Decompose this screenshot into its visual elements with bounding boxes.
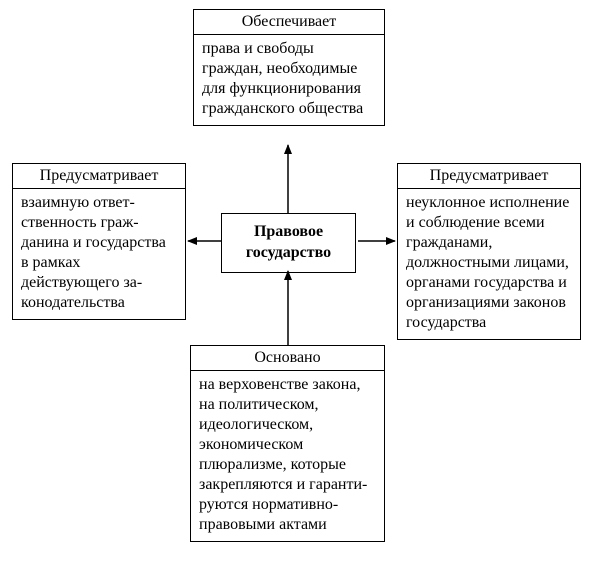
left-box-header: Предусматривает [13, 164, 185, 189]
bottom-box-header: Основано [191, 346, 384, 371]
left-box: Предусматривает взаимную ответ­ственност… [12, 163, 186, 320]
right-box-body: неуклонное испол­нение и соблюдение всем… [398, 189, 580, 339]
right-box: Предусматривает неуклонное испол­нение и… [397, 163, 581, 340]
top-box: Обеспечивает права и свободы граждан, не… [193, 9, 385, 126]
center-box: Правовое государство [221, 213, 356, 273]
top-box-body: права и свободы граждан, необходи­мые дл… [194, 35, 384, 125]
bottom-box-body: на верховенстве за­кона, на политичес­ко… [191, 371, 384, 541]
right-box-header: Предусматривает [398, 164, 580, 189]
bottom-box: Основано на верховенстве за­кона, на пол… [190, 345, 385, 542]
center-label-line1: Правовое [254, 223, 323, 240]
left-box-body: взаимную ответ­ственность граж­данина и … [13, 189, 185, 319]
center-label-line2: государство [246, 244, 331, 261]
top-box-header: Обеспечивает [194, 10, 384, 35]
